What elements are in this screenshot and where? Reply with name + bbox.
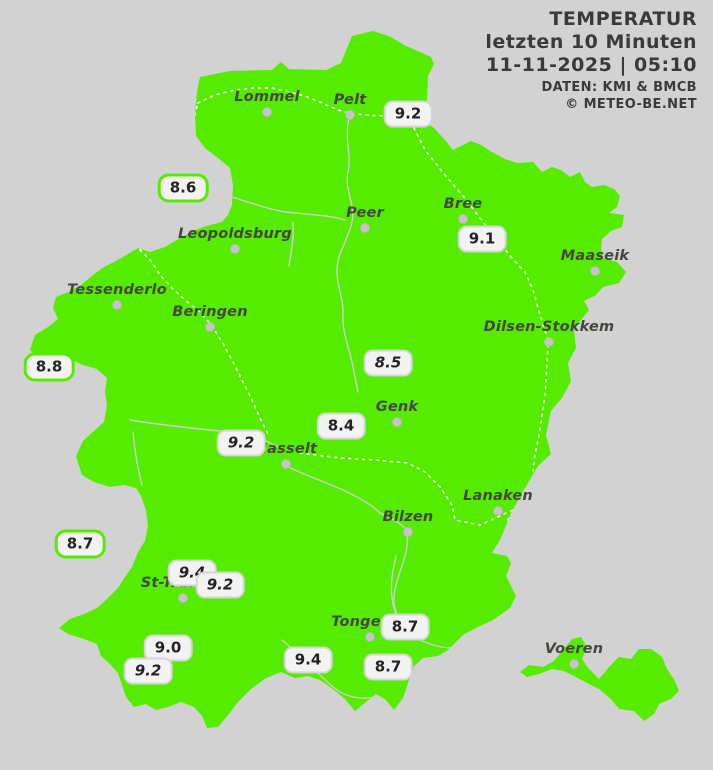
temperature-badge: 8.7 [363, 653, 413, 681]
city-dot [230, 244, 240, 254]
page-subtitle: letzten 10 Minuten [485, 31, 697, 54]
city-dot [392, 417, 402, 427]
city-label: Leopoldsburg [178, 226, 292, 242]
city-dot [262, 107, 272, 117]
city-dot [458, 214, 468, 224]
city-dot [205, 322, 215, 332]
city-dot [281, 459, 291, 469]
city-dot [112, 300, 122, 310]
datetime-label: 11-11-2025 | 05:10 [485, 54, 697, 77]
city-label: Bree [443, 196, 483, 212]
temperature-badge: 8.8 [23, 352, 75, 382]
temperature-badge: 9.2 [216, 429, 266, 457]
temperature-badge: 8.6 [157, 173, 209, 203]
temperature-badge: 9.2 [383, 100, 433, 128]
roads-layer [129, 117, 529, 699]
temperature-badge: 9.1 [457, 225, 507, 253]
city-label: Beringen [172, 304, 248, 320]
city-label: Genk [375, 399, 419, 415]
city-label: Hasselt [254, 441, 318, 457]
temperature-badge: 8.7 [380, 613, 430, 641]
city-dot [544, 337, 554, 347]
voeren-exclave-shape [520, 637, 679, 721]
map-header: TEMPERATUR letzten 10 Minuten 11-11-2025… [485, 8, 697, 113]
city-label: Peer [346, 205, 384, 221]
city-label: Lanaken [463, 488, 533, 504]
city-dot [365, 632, 375, 642]
city-label: Tessenderlo [67, 282, 167, 298]
temperature-badge: 9.0 [143, 634, 193, 662]
city-dot [403, 527, 413, 537]
temperature-badge: 8.7 [54, 529, 106, 559]
city-label: Bilzen [382, 509, 434, 525]
temperature-badge: 9.4 [283, 646, 333, 674]
temperature-badge: 8.5 [363, 349, 413, 377]
city-dot [345, 110, 355, 120]
city-dot [569, 659, 579, 669]
city-label: Lommel [234, 89, 300, 105]
city-dot [178, 593, 188, 603]
temperature-badge: 9.2 [195, 571, 245, 599]
temperature-badge: 9.2 [123, 657, 173, 685]
city-label: Voeren [544, 641, 604, 657]
limburg-province-shape [30, 31, 626, 728]
city-dot [360, 223, 370, 233]
copyright-label: © METEO-BE.NET [565, 97, 697, 113]
temperature-badge: 8.4 [316, 412, 366, 440]
page-title: TEMPERATUR [549, 8, 697, 30]
city-dot [493, 506, 503, 516]
city-label: Dilsen-Stokkem [483, 319, 615, 335]
data-source-label: DATEN: KMI & BMCB [541, 79, 697, 95]
city-label: Pelt [333, 92, 367, 108]
city-label: Maaseik [560, 248, 630, 264]
city-dot [590, 266, 600, 276]
